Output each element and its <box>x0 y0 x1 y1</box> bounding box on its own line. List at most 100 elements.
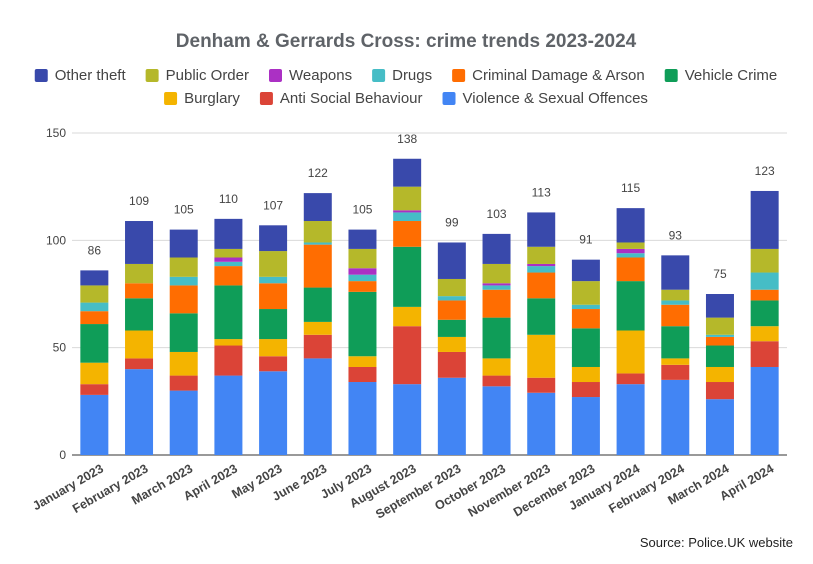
bar-segment <box>125 330 154 359</box>
bar-segment <box>437 336 466 352</box>
bar-segment <box>750 341 779 367</box>
bar-segment <box>705 294 734 318</box>
bar-segment <box>303 358 332 455</box>
bar-segment <box>80 362 109 385</box>
bar-segment <box>527 272 556 299</box>
bar-segment <box>661 358 690 365</box>
bar-segment <box>303 221 332 243</box>
total-label: 113 <box>532 185 551 199</box>
bar-segment <box>259 371 288 455</box>
bar-segment <box>482 233 511 264</box>
bar-segment <box>348 382 377 455</box>
bar-segment <box>527 392 556 455</box>
bar-segment <box>259 251 288 277</box>
bar-segment <box>437 300 466 320</box>
bar-segment <box>80 311 109 325</box>
bar-segment <box>616 248 645 254</box>
bar-segment <box>571 397 600 455</box>
bar-segment <box>750 289 779 301</box>
bar-segment <box>348 291 377 357</box>
bar-segment <box>125 283 154 299</box>
bars <box>80 158 779 455</box>
bar-segment <box>169 276 198 286</box>
bar-segment <box>303 287 332 322</box>
bar-segment <box>661 364 690 380</box>
bar-segment <box>80 302 109 312</box>
bar-segment <box>169 351 198 376</box>
bar-segment <box>303 244 332 288</box>
bar-segment <box>80 384 109 395</box>
bar-segment <box>482 285 511 290</box>
bar-segment <box>393 326 422 385</box>
bar-segment <box>616 208 645 243</box>
bar-segment <box>571 328 600 367</box>
bar-segment <box>571 309 600 329</box>
total-label: 105 <box>352 203 372 217</box>
bar-segment <box>214 257 243 262</box>
bar-segment <box>214 266 243 286</box>
bar-segment <box>437 351 466 378</box>
total-label: 75 <box>713 267 727 281</box>
legend-item: Violence & Sexual Offences <box>442 90 648 107</box>
total-label: 105 <box>174 203 194 217</box>
legend-item: Anti Social Behaviour <box>259 90 423 107</box>
bar-segment <box>482 317 511 359</box>
legend-label: Weapons <box>289 67 352 84</box>
bar-segment <box>705 336 734 346</box>
legend-item: Weapons <box>269 67 352 84</box>
bar-segment <box>80 285 109 303</box>
bar-segment <box>482 283 511 286</box>
bar-segment <box>393 186 422 211</box>
bar-segment <box>437 296 466 301</box>
bar-segment <box>348 268 377 275</box>
bar-segment <box>705 345 734 367</box>
bar-segment <box>125 221 154 264</box>
total-label: 91 <box>579 233 593 247</box>
bar-segment <box>571 281 600 305</box>
x-tick-label: February 2023 <box>70 461 150 516</box>
bar-segment <box>169 229 198 258</box>
legend-label: Violence & Sexual Offences <box>463 90 648 107</box>
total-label: 138 <box>397 132 417 146</box>
total-label: 109 <box>129 194 149 208</box>
bar-segment <box>214 285 243 340</box>
legend-item: Burglary <box>164 90 240 107</box>
bar-segment <box>348 366 377 383</box>
chart-title: Denham & Gerrards Cross: crime trends 20… <box>176 31 637 52</box>
legend-swatch <box>372 69 386 82</box>
bar-segment <box>125 369 154 455</box>
bar-segment <box>80 394 109 455</box>
bar-segment <box>482 375 511 387</box>
bar-segment <box>750 326 779 342</box>
bar-segment <box>348 356 377 367</box>
bar-segment <box>169 375 198 391</box>
bar-segment <box>527 263 556 267</box>
total-label: 110 <box>219 192 238 206</box>
total-label: 99 <box>445 215 459 229</box>
bar-segment <box>169 313 198 352</box>
bar-segment <box>661 379 690 455</box>
legend-label: Burglary <box>184 90 240 107</box>
bar-segment <box>214 339 243 346</box>
bar-segment <box>214 218 243 249</box>
legend-swatch <box>164 92 178 105</box>
legend-label: Vehicle Crime <box>685 67 778 84</box>
bar-segment <box>393 306 422 327</box>
bar-segment <box>616 281 645 331</box>
bar-segment <box>750 300 779 327</box>
legend: Other theft Public Order Weapons Drugs Crimi… <box>34 67 778 107</box>
y-tick-label: 50 <box>53 341 67 355</box>
bar-segment <box>125 358 154 370</box>
total-label: 107 <box>263 198 283 212</box>
bar-segment <box>393 384 422 455</box>
bar-segment <box>437 377 466 455</box>
bar-segment <box>571 259 600 282</box>
bar-segment <box>750 272 779 290</box>
y-axis: 0 50 100 150 <box>46 126 66 462</box>
y-tick-label: 0 <box>59 448 66 462</box>
bar-segment <box>482 263 511 284</box>
bar-segment <box>393 246 422 307</box>
bar-segment <box>437 319 466 337</box>
